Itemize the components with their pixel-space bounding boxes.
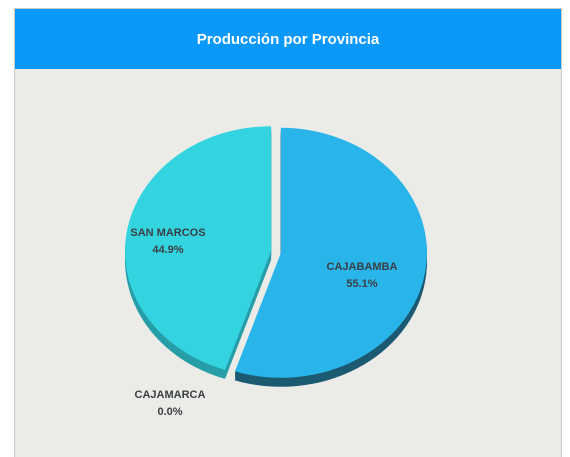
slice-value-label: 55.1% [346,278,377,290]
slice-label: SAN MARCOS [130,227,205,239]
slice [125,126,272,370]
slice-value-label: 44.9% [152,244,183,256]
slice-label: CAJAMARCA [135,389,206,401]
slice-value-label: 0.0% [157,406,182,418]
chart-title: Producción por Provincia [15,9,561,69]
slice-label: CAJABAMBA [327,261,398,273]
slice [234,127,427,378]
